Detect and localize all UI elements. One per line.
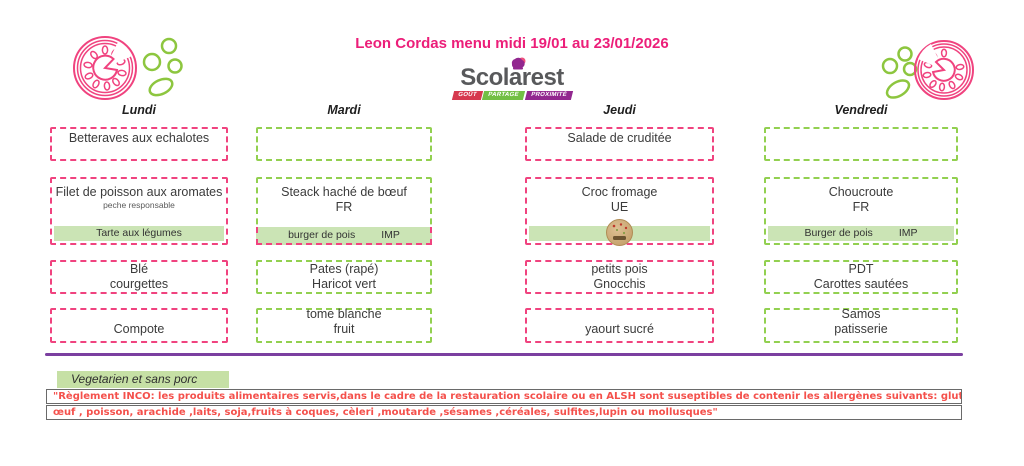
entree-text: Betteraves aux echalotes: [68, 131, 210, 145]
dessert-line1: Samos: [841, 307, 881, 321]
main-course-box: Croc fromage UE: [525, 177, 714, 246]
scolarest-wordmark: Scolarest: [460, 64, 564, 91]
allergen-notice-line2: œuf , poisson, arachide ,laits, soja,fru…: [46, 405, 962, 420]
entree-box: Salade de cruditée: [525, 127, 714, 161]
main-line1: Steack haché de bœuf: [281, 185, 407, 199]
main-course-box: Choucroute FR Burger de pois IMP: [764, 177, 958, 245]
side-line1: petits pois: [591, 262, 648, 276]
scolarest-logo: Scolarest GOÛT PARTAGE PROXIMITÉ: [447, 57, 577, 100]
dessert-line1: Compote: [113, 322, 165, 336]
day-header: Jeudi: [603, 103, 636, 117]
main-course-box: Steack haché de bœuf FR burger de pois I…: [256, 177, 432, 245]
sides-box: petits pois Gnocchis: [525, 260, 714, 294]
tagline-proximite: PROXIMITÉ: [524, 91, 573, 100]
side-line1: Pates (rapé): [309, 262, 379, 276]
band-label: Burger de pois: [804, 227, 873, 239]
tomato-stamp-icon: [881, 40, 974, 100]
day-header: Lundi: [121, 103, 156, 117]
page-title: Leon Cordas menu midi 19/01 au 23/01/202…: [355, 35, 669, 52]
dessert-line2: fruit: [333, 322, 355, 336]
band-label: Tarte aux légumes: [96, 227, 182, 239]
veggie-band: [529, 219, 710, 246]
day-column-vendredi: Vendredi Choucroute FR Burger de pois IM…: [764, 103, 958, 343]
band-tag: IMP: [381, 228, 400, 241]
dessert-line1: yaourt sucré: [585, 322, 654, 336]
veggie-badge-icon: [605, 219, 633, 246]
divider-line: [45, 353, 963, 356]
peas-icon: [142, 37, 183, 97]
day-header: Mardi: [327, 103, 361, 117]
day-column-jeudi: Jeudi Salade de cruditée Croc fromage UE: [525, 103, 714, 343]
side-line2: courgettes: [109, 277, 169, 291]
tomato-stamp-icon: [73, 36, 183, 100]
dessert-box: Samos patisserie: [764, 307, 958, 343]
veggie-band: Tarte aux légumes: [54, 226, 224, 241]
tagline-gout: GOÛT: [451, 91, 483, 100]
entree-box: [764, 127, 958, 161]
main-line1: Croc fromage: [581, 185, 658, 199]
main-note: peche responsable: [103, 200, 175, 210]
entree-text: Salade de cruditée: [567, 131, 672, 145]
tagline-partage: PARTAGE: [482, 91, 525, 100]
dessert-box: Compote: [50, 308, 228, 343]
main-course-box: Filet de poisson aux aromates peche resp…: [50, 177, 228, 245]
band-label: burger de pois: [288, 228, 356, 241]
side-line1: PDT: [848, 262, 874, 276]
dessert-line1: tome blanche: [306, 307, 382, 321]
main-line2: UE: [610, 200, 629, 214]
vegetarian-legend: Vegetarien et sans porc: [57, 371, 229, 388]
dessert-box: tome blanche fruit: [256, 307, 432, 343]
veggie-band: burger de pois IMP: [256, 227, 432, 245]
day-header: Vendredi: [834, 103, 888, 117]
main-line2: FR: [335, 200, 353, 214]
veggie-band: Burger de pois IMP: [768, 226, 954, 241]
sides-box: Blé courgettes: [50, 260, 228, 294]
sides-box: PDT Carottes sautées: [764, 260, 958, 294]
entree-box: Betteraves aux echalotes: [50, 127, 228, 161]
logo-tagline: GOÛT PARTAGE PROXIMITÉ: [447, 91, 577, 100]
main-line2: FR: [852, 200, 870, 214]
day-column-lundi: Lundi Betteraves aux echalotes Filet de …: [50, 103, 228, 343]
dessert-box: yaourt sucré: [525, 308, 714, 343]
band-tag: IMP: [898, 227, 918, 239]
side-line1: Blé: [129, 262, 149, 276]
side-line2: Haricot vert: [312, 277, 376, 291]
peas-icon: [881, 46, 918, 99]
chef-hat-icon: [511, 57, 526, 70]
sides-box: Pates (rapé) Haricot vert: [256, 260, 432, 294]
side-line2: Gnocchis: [593, 277, 646, 291]
main-line1: Choucroute: [828, 185, 894, 199]
allergen-notice-line1: "Règlement INCO: les produits alimentair…: [46, 389, 962, 404]
day-column-mardi: Mardi Steack haché de bœuf FR burger de …: [256, 103, 432, 343]
main-line1: Filet de poisson aux aromates: [55, 185, 223, 199]
entree-box: [256, 127, 432, 161]
dessert-line2: patisserie: [834, 322, 888, 336]
side-line2: Carottes sautées: [813, 277, 909, 291]
